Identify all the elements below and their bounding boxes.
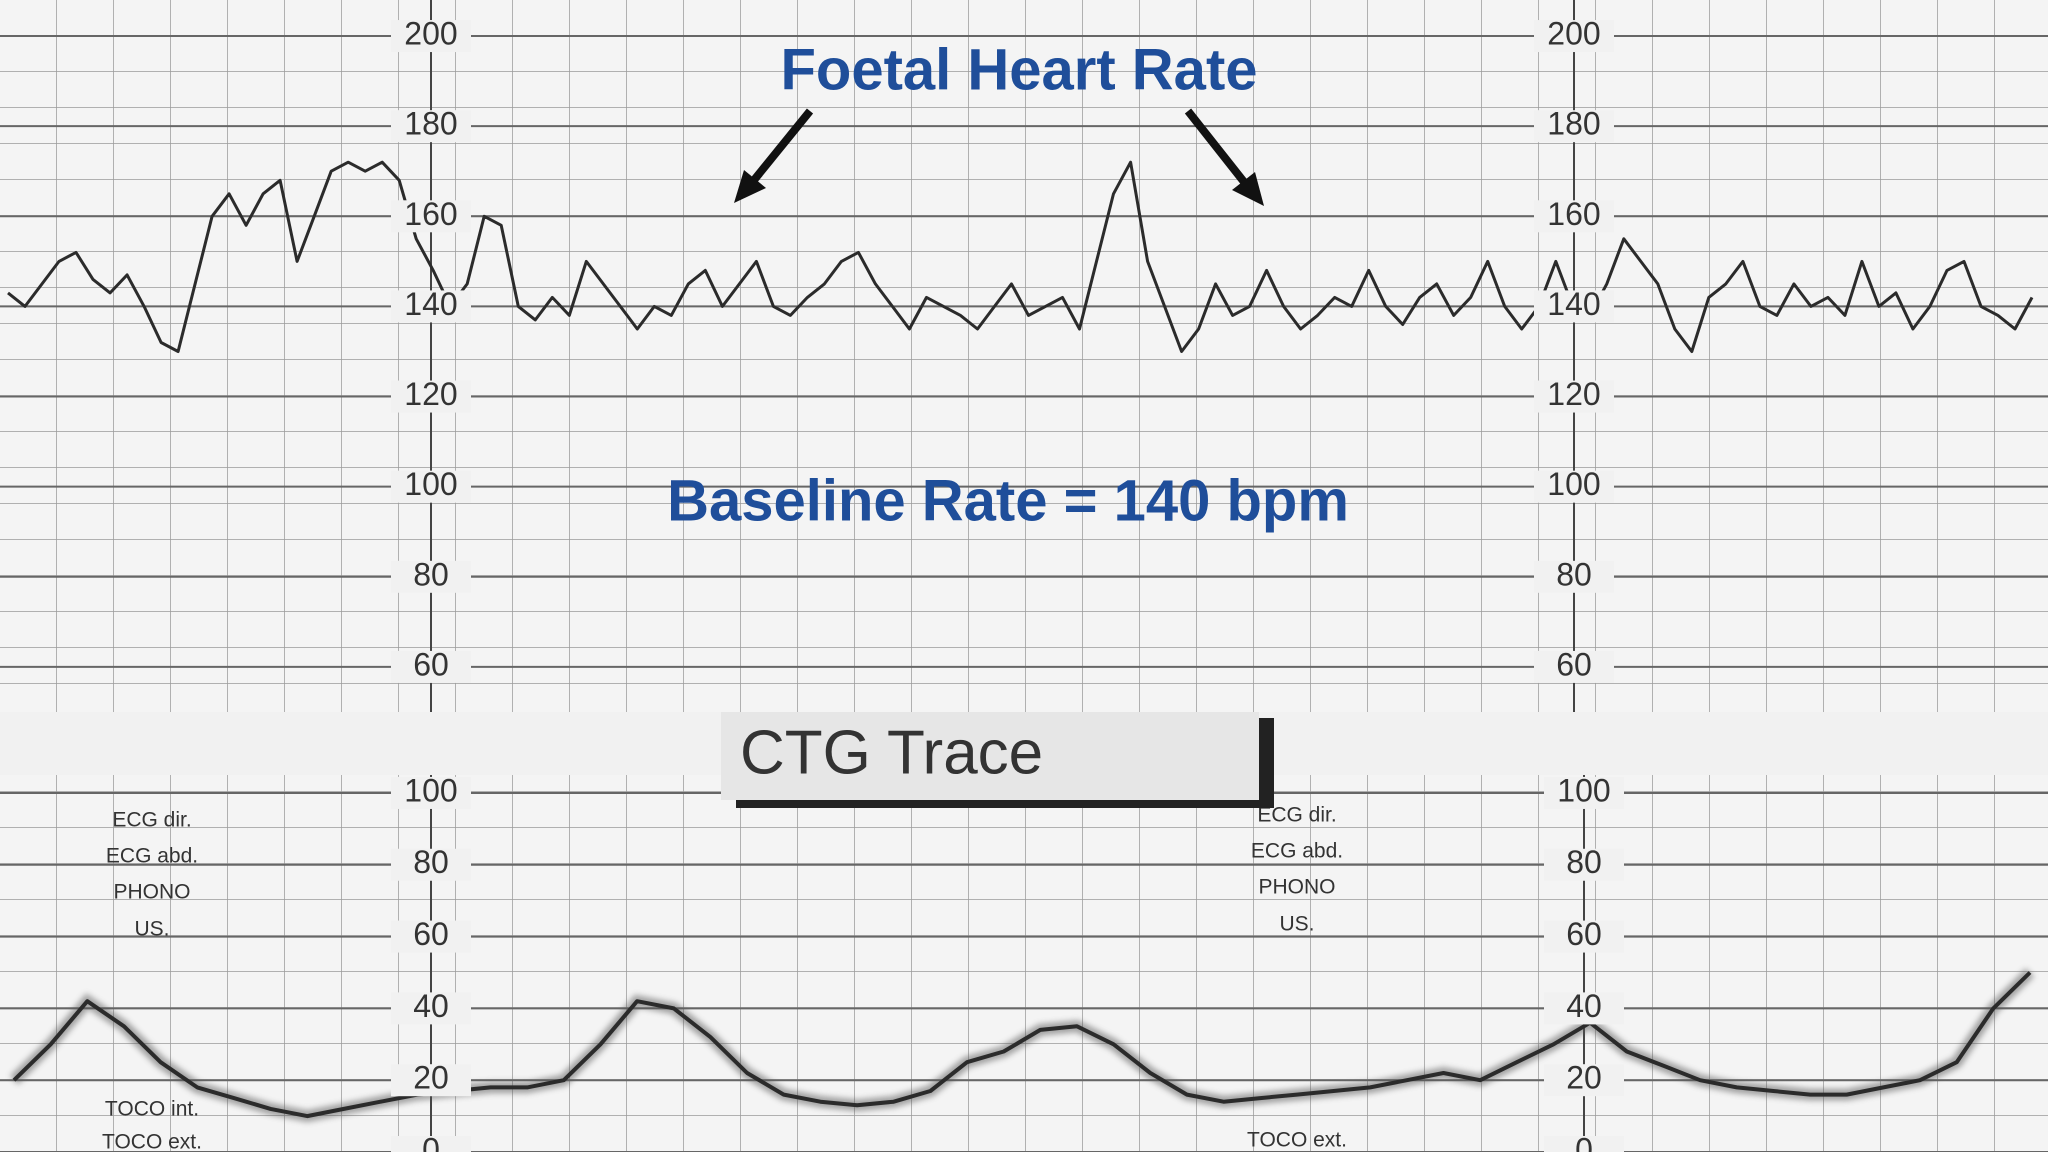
channel-label: TOCO ext.: [1247, 1129, 1347, 1152]
tick-label-bg: [1534, 470, 1614, 503]
channel-label: PHONO: [113, 881, 190, 904]
y-tick-label: 100: [1547, 466, 1600, 502]
channel-label: PHONO: [1258, 876, 1335, 899]
marks: [7, 160, 2035, 1123]
y-tick-label: 40: [1566, 988, 1602, 1024]
y-tick-label: 120: [1547, 376, 1600, 412]
channel-label: ECG dir.: [1257, 804, 1336, 827]
tick-label-bg: [1544, 1136, 1624, 1152]
y-tick-label: 20: [1566, 1060, 1602, 1096]
paper-grid: [0, 0, 2048, 712]
y-tick-label: 160: [404, 196, 457, 232]
tick-label-bg: [1534, 290, 1614, 323]
y-tick-label: 200: [1547, 16, 1600, 52]
y-tick-label: 180: [404, 106, 457, 142]
channel-label: US.: [134, 918, 169, 941]
y-tick-label: 80: [1566, 844, 1602, 880]
y-tick-label: 100: [404, 466, 457, 502]
y-tick-label: 20: [413, 1060, 449, 1096]
channel-label: US.: [1279, 913, 1314, 936]
y-tick-label: 60: [1566, 916, 1602, 952]
y-tick-label: 60: [1556, 646, 1592, 682]
arrows: [734, 108, 1264, 206]
tick-label-bg: [1534, 650, 1614, 683]
tick-label-bg: [391, 470, 471, 503]
annotation: Baseline Rate = 140 bpm: [667, 468, 1349, 533]
y-tick-label: 140: [404, 286, 457, 322]
y-tick-label: 160: [1547, 196, 1600, 232]
labels: 60 60 80 80 100 100 120 120 140 140 160 160 180 180 20…: [102, 16, 1624, 1152]
y-tick-label: 80: [413, 556, 449, 592]
tick-label-bg: [391, 110, 471, 143]
y-tick-label: 0: [422, 1131, 440, 1152]
channel-label: ECG abd.: [106, 845, 198, 868]
tick-label-bg: [391, 776, 471, 809]
y-tick-label: 120: [404, 376, 457, 412]
tick-label-bg: [1534, 20, 1614, 53]
tick-label-bg: [1544, 848, 1624, 881]
tick-label-bg: [391, 848, 471, 881]
channel-label: TOCO int.: [105, 1098, 199, 1121]
paper-grid: [0, 775, 2048, 1152]
tick-label-bg: [391, 992, 471, 1025]
arrow: [746, 108, 814, 188]
y-tick-label: 40: [413, 988, 449, 1024]
channel-label: ECG dir.: [112, 809, 191, 832]
title-box: [721, 712, 1259, 800]
y-tick-label: 0: [1575, 1131, 1593, 1152]
y-tick-label: 140: [1547, 286, 1600, 322]
tick-label-bg: [1534, 110, 1614, 143]
channel-label: ECG abd.: [1251, 840, 1343, 863]
y-tick-label: 60: [413, 646, 449, 682]
y-tick-label: 100: [1557, 772, 1610, 808]
tick-label-bg: [1544, 992, 1624, 1025]
y-tick-label: 200: [404, 16, 457, 52]
y-tick-label: 80: [413, 844, 449, 880]
y-tick-label: 80: [1556, 556, 1592, 592]
tick-label-bg: [391, 290, 471, 323]
tick-label-bg: [1534, 560, 1614, 593]
arrow: [1184, 108, 1252, 190]
tick-label-bg: [391, 920, 471, 953]
tick-label-bg: [391, 1064, 471, 1097]
tick-label-bg: [391, 20, 471, 53]
tick-label-bg: [391, 200, 471, 233]
y-tick-label: 60: [413, 916, 449, 952]
tick-label-bg: [1544, 920, 1624, 953]
tick-label-bg: [1534, 380, 1614, 413]
y-tick-label: 180: [1547, 106, 1600, 142]
tick-label-bg: [391, 1136, 471, 1152]
tick-label-bg: [391, 380, 471, 413]
channel-label: TOCO ext.: [102, 1131, 202, 1152]
arrow-head: [1232, 172, 1264, 206]
tick-label-bg: [1544, 1064, 1624, 1097]
trace: [7, 160, 2034, 353]
box-title: CTG Trace: [740, 718, 1043, 787]
trace: [12, 971, 2032, 1119]
arrow-head: [734, 170, 766, 203]
tick-label-bg: [1544, 776, 1624, 809]
y-tick-label: 100: [404, 772, 457, 808]
tick-label-bg: [391, 650, 471, 683]
tick-label-bg: [1534, 200, 1614, 233]
chart-title: Foetal Heart Rate: [780, 37, 1257, 102]
tick-label-bg: [391, 560, 471, 593]
